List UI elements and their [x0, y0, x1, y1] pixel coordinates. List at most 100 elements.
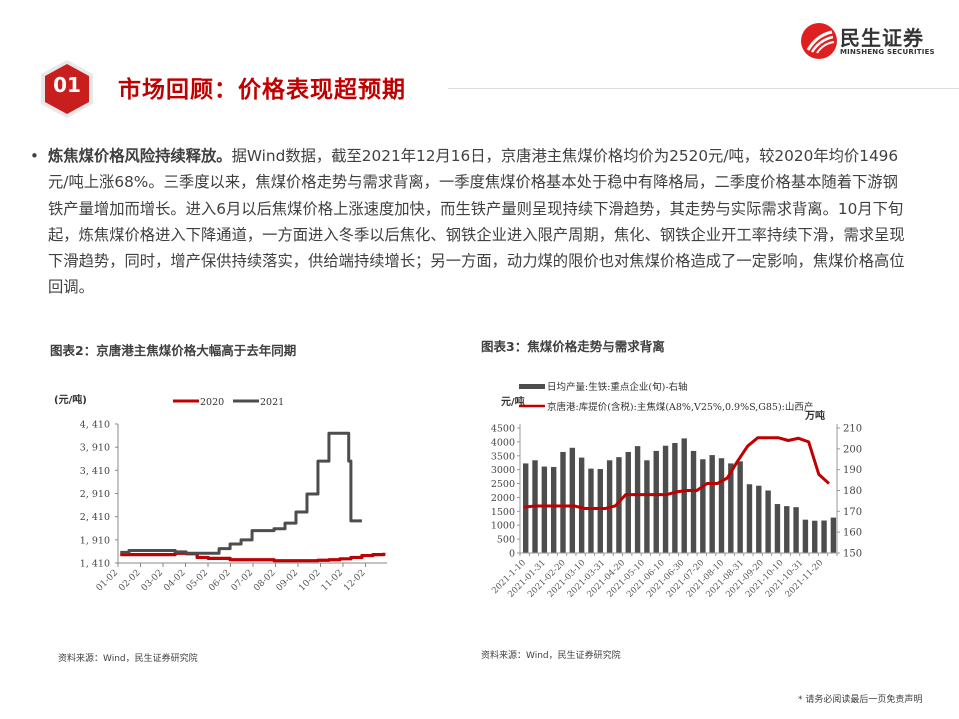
- brand-name-en: MINSHENG SECURITIES: [840, 48, 935, 56]
- bar: [662, 445, 669, 553]
- svg-text:04-02: 04-02: [162, 568, 187, 593]
- bar: [681, 438, 687, 553]
- bar: [569, 447, 576, 553]
- svg-text:1, 910: 1, 910: [80, 535, 110, 546]
- svg-text:0: 0: [509, 549, 515, 560]
- svg-text:1, 410: 1, 410: [80, 559, 110, 570]
- bar: [821, 520, 827, 553]
- fig2-title: 图表2：京唐港主焦煤价格大幅高于去年同期: [50, 343, 297, 358]
- body-text: 据Wind数据，截至2021年12月16日，京唐港主焦煤价格均价为2520元/吨…: [48, 147, 905, 297]
- svg-text:3500: 3500: [491, 451, 515, 462]
- svg-text:11-02: 11-02: [320, 568, 345, 593]
- series-2021: [120, 431, 362, 555]
- svg-text:03-02: 03-02: [140, 568, 165, 593]
- svg-text:京唐港:库提价(含税):主焦煤(A8%,V25%,0.9%S: 京唐港:库提价(含税):主焦煤(A8%,V25%,0.9%S,G85):山西产: [547, 401, 813, 413]
- minsheng-logo-icon: [801, 23, 837, 59]
- svg-text:2000: 2000: [491, 493, 515, 504]
- fig3-left-unit: 元/吨: [501, 395, 525, 408]
- hexagon-icon: [41, 60, 93, 118]
- svg-text:09-02: 09-02: [275, 568, 300, 593]
- price-line: [523, 436, 831, 511]
- legend-item-2020: 2020: [173, 397, 224, 408]
- bar: [737, 461, 743, 553]
- svg-text:05-02: 05-02: [185, 568, 210, 593]
- fig3-bar-series: [523, 438, 837, 553]
- bar: [690, 450, 697, 553]
- legend-item-production: 日均产量:生铁:重点企业(旬)-右轴: [519, 381, 688, 393]
- section-title: 市场回顾：价格表现超预期: [118, 77, 406, 103]
- svg-text:2, 910: 2, 910: [80, 489, 110, 500]
- body-paragraph: 炼焦煤价格风险持续释放。据Wind数据，截至2021年12月16日，京唐港主焦煤…: [48, 143, 908, 301]
- svg-text:1000: 1000: [491, 521, 515, 532]
- svg-text:日均产量:生铁:重点企业(旬)-右轴: 日均产量:生铁:重点企业(旬)-右轴: [547, 381, 688, 393]
- disclaimer-note: * 请务必阅读最后一页免责声明: [798, 695, 923, 705]
- fig3-title: 图表3：焦煤价格走势与需求背离: [481, 339, 665, 354]
- legend-item-price: 京唐港:库提价(含税):主焦煤(A8%,V25%,0.9%S,G85):山西产: [519, 401, 813, 413]
- fig3-line-series: [523, 436, 831, 511]
- body-lead: 炼焦煤价格风险持续释放。: [48, 147, 232, 165]
- svg-text:4, 410: 4, 410: [80, 420, 110, 431]
- bar: [616, 457, 622, 553]
- section-number-badge: 01: [38, 59, 96, 119]
- bar: [644, 460, 650, 553]
- bar: [728, 463, 734, 553]
- section-number: 01: [53, 73, 81, 97]
- bar: [812, 520, 818, 553]
- svg-text:170: 170: [843, 507, 862, 518]
- svg-text:08-02: 08-02: [252, 568, 277, 593]
- svg-text:200: 200: [843, 444, 862, 455]
- svg-text:06-02: 06-02: [207, 568, 232, 593]
- svg-text:150: 150: [843, 549, 862, 560]
- svg-text:190: 190: [843, 465, 862, 476]
- bar: [672, 443, 678, 553]
- svg-text:2, 410: 2, 410: [80, 512, 110, 523]
- svg-text:01-02: 01-02: [95, 568, 120, 593]
- bar: [774, 504, 781, 553]
- bar: [765, 490, 771, 553]
- title-divider: [448, 88, 959, 89]
- svg-text:2021: 2021: [260, 397, 284, 408]
- bar: [700, 459, 706, 553]
- fig3-combo-chart: 元/吨 万吨 日均产量:生铁:重点企业(旬)-右轴京唐港:库提价(含税):主焦煤…: [490, 381, 862, 600]
- bar: [597, 469, 603, 553]
- bar: [560, 451, 566, 553]
- legend-item-2021: 2021: [233, 397, 284, 408]
- svg-text:2500: 2500: [491, 479, 515, 490]
- svg-text:1500: 1500: [491, 507, 515, 518]
- fig3-legend: 日均产量:生铁:重点企业(旬)-右轴京唐港:库提价(含税):主焦煤(A8%,V2…: [519, 381, 813, 413]
- bar: [625, 451, 631, 553]
- bar: [756, 485, 762, 553]
- svg-text:210: 210: [843, 424, 862, 435]
- svg-text:3000: 3000: [491, 465, 515, 476]
- svg-text:500: 500: [497, 535, 515, 546]
- svg-text:180: 180: [843, 486, 862, 497]
- bar: [541, 466, 548, 553]
- bar: [784, 506, 790, 553]
- svg-text:12-02: 12-02: [342, 568, 367, 593]
- fig3-source: 资料来源：Wind，民生证券研究院: [481, 651, 621, 661]
- fig2-series: [120, 431, 386, 563]
- bar: [550, 466, 557, 553]
- fig2-legend: 2020 2021: [173, 397, 284, 408]
- series-2020: [120, 551, 386, 563]
- fig2-y-axis: 4, 410 3, 910 3, 410 2, 910 2, 410 1, 910 1, 4…: [80, 420, 119, 570]
- bar: [746, 484, 753, 553]
- bar: [830, 517, 837, 553]
- svg-text:3, 910: 3, 910: [80, 443, 110, 454]
- svg-text:10-02: 10-02: [297, 568, 322, 593]
- brand-logo: 民生证券 MINSHENG SECURITIES: [800, 20, 950, 62]
- bar: [709, 455, 715, 553]
- bar: [653, 450, 659, 553]
- fig2-x-axis: 01-0202-0203-0204-0205-0206-0207-0208-02…: [95, 562, 387, 593]
- fig2-y-unit: (元/吨): [54, 393, 87, 406]
- svg-text:3, 410: 3, 410: [80, 466, 110, 477]
- fig2-line-chart: (元/吨) 2020 2021 4, 410 3, 910 3, 410 2, 910 2…: [54, 393, 387, 593]
- fig3-right-unit: 万吨: [804, 409, 825, 422]
- bar: [578, 457, 585, 553]
- brand-name-cn: 民生证券: [840, 26, 924, 50]
- svg-text:02-02: 02-02: [117, 568, 142, 593]
- svg-text:2020: 2020: [200, 397, 224, 408]
- bar: [588, 468, 594, 553]
- svg-text:4500: 4500: [491, 424, 515, 435]
- bar: [634, 446, 641, 553]
